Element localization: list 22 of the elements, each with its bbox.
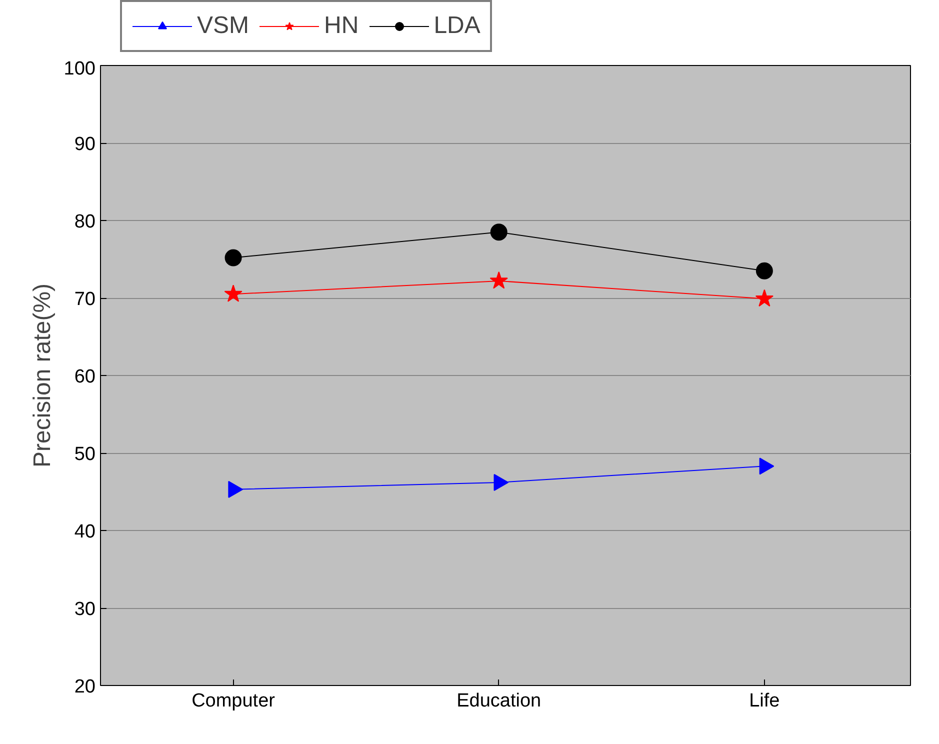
y-tick-label: 80: [74, 212, 96, 232]
y-tick-label: 90: [74, 134, 96, 155]
point: [490, 271, 508, 289]
point: [224, 284, 242, 302]
x-tick-label: Computer: [192, 690, 276, 712]
y-tick-label: 50: [74, 444, 96, 465]
y-tick-label: 60: [74, 366, 96, 388]
y-axis-title: Precision rate(%): [28, 283, 56, 468]
y-tick-label: 20: [74, 676, 96, 698]
legend-label: LDA: [434, 12, 480, 40]
y-tick-label: 70: [74, 289, 96, 310]
legend-label: VSM: [197, 12, 250, 40]
point: [224, 249, 242, 266]
x-tick-label: Life: [749, 690, 780, 712]
legend-label: HN: [324, 12, 359, 40]
y-tick-label: 30: [74, 599, 96, 620]
point: [756, 262, 773, 280]
y-tick-label: 100: [64, 58, 96, 80]
x-tick-label: Education: [456, 690, 542, 712]
y-tick-label: 40: [74, 522, 96, 542]
point: [755, 289, 774, 307]
point: [490, 224, 508, 241]
